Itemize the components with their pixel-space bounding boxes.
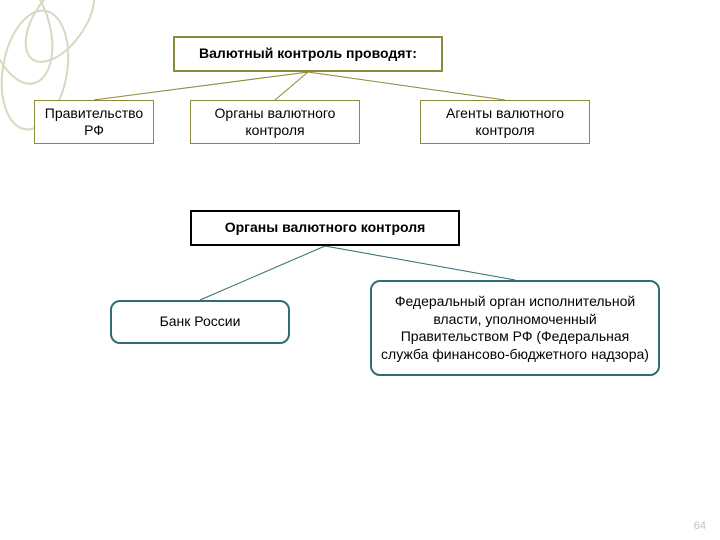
node-mid: Органы валютного контроля — [190, 210, 460, 246]
node-b2: Федеральный орган исполнительной власти,… — [370, 280, 660, 376]
node-c2: Органы валютного контроля — [190, 100, 360, 144]
node-top: Валютный контроль проводят: — [173, 36, 443, 72]
node-c1: Правительство РФ — [34, 100, 154, 144]
node-c3: Агенты валютного контроля — [420, 100, 590, 144]
page-number: 64 — [694, 520, 706, 532]
connectors — [0, 0, 720, 540]
node-b1: Банк России — [110, 300, 290, 344]
